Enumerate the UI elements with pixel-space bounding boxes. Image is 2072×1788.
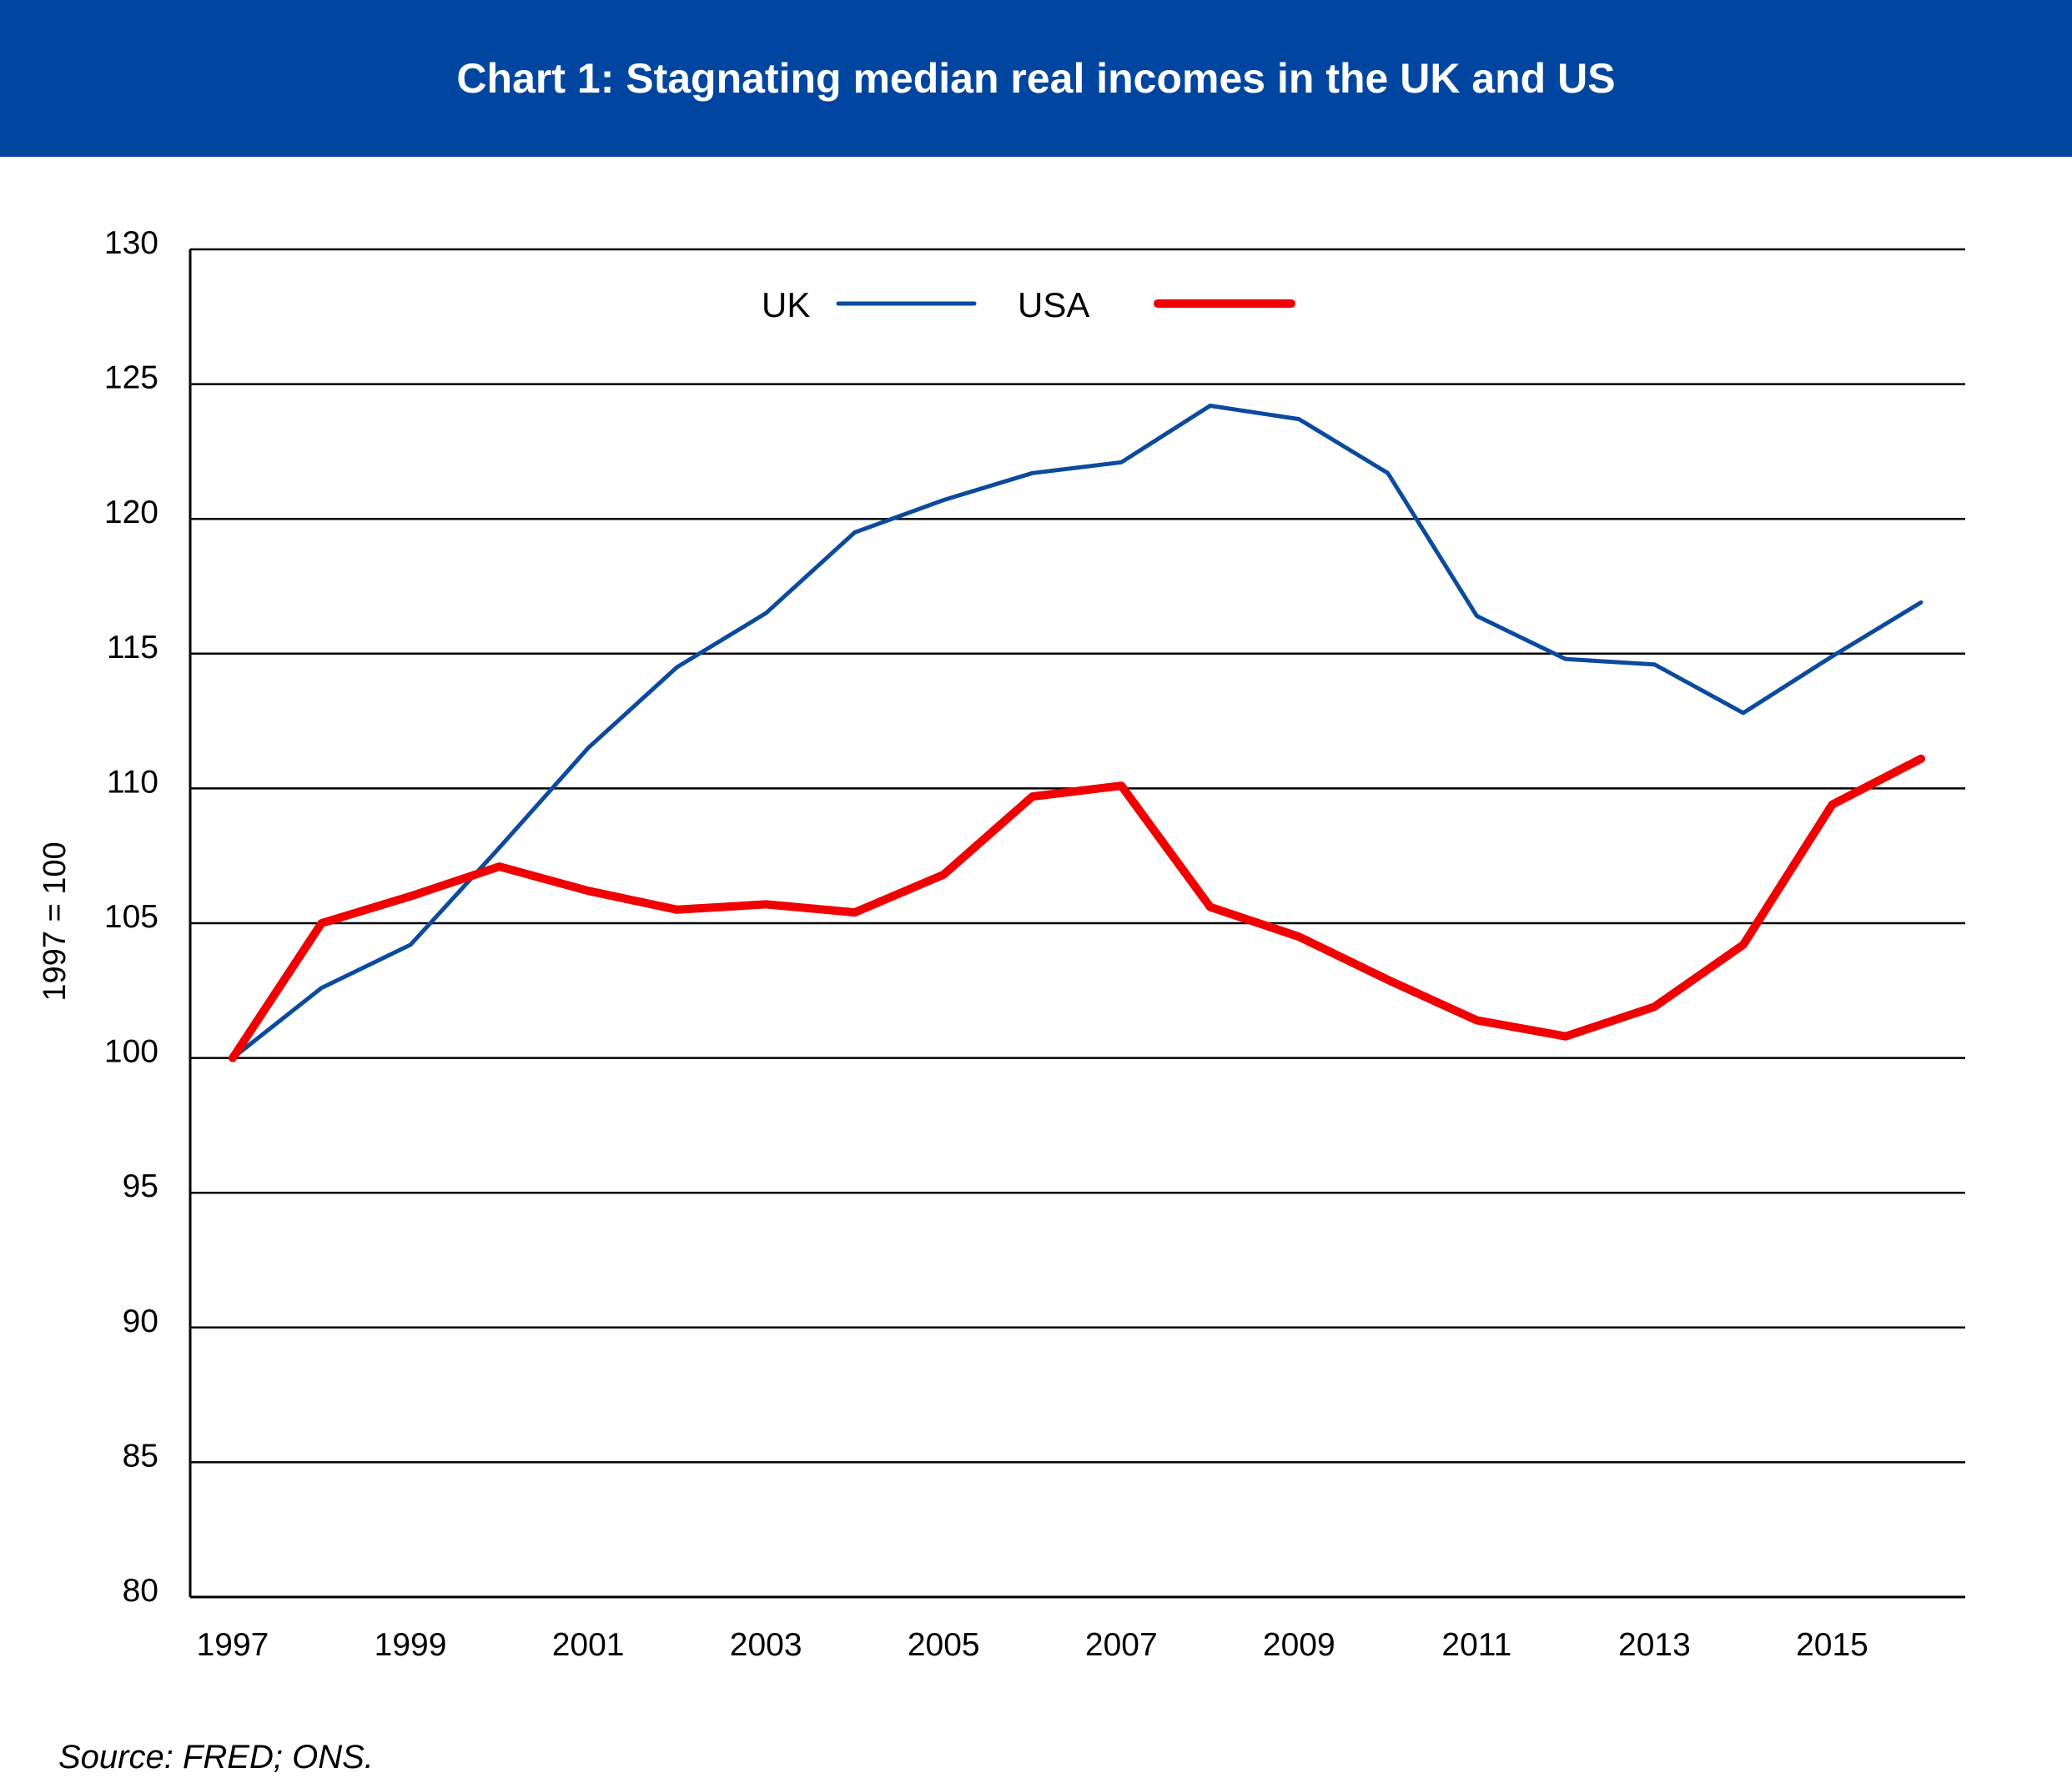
y-tick-label: 125 — [104, 360, 158, 396]
x-tick-label: 2009 — [1263, 1627, 1335, 1663]
legend-label-usa: USA — [1018, 285, 1089, 324]
x-tick-label: 2003 — [730, 1627, 802, 1663]
y-tick-label: 105 — [104, 899, 158, 935]
source-note: Source: FRED; ONS. — [58, 1739, 374, 1775]
y-tick-labels: 130 125 120 115 110 105 100 95 90 85 80 — [104, 225, 158, 1609]
x-tick-label: 2015 — [1796, 1627, 1868, 1663]
y-tick-label: 95 — [123, 1168, 158, 1204]
legend-label-uk: UK — [762, 285, 810, 324]
x-tick-label: 1999 — [375, 1627, 447, 1663]
y-tick-label: 115 — [107, 630, 158, 665]
x-tick-label: 2005 — [908, 1627, 980, 1663]
legend: UK USA — [762, 285, 1295, 324]
gridlines — [190, 248, 1965, 1464]
y-tick-label: 80 — [123, 1573, 158, 1609]
chart-header: Chart 1: Stagnating median real incomes … — [0, 0, 2072, 157]
axes — [189, 249, 1965, 1599]
y-tick-label: 100 — [104, 1034, 158, 1070]
x-tick-labels: 1997 1999 2001 2003 2005 2007 2009 2011 2013 2015 — [197, 1627, 1868, 1663]
y-tick-label: 120 — [104, 495, 158, 530]
x-tick-label: 2001 — [552, 1627, 625, 1663]
series-line-usa — [229, 754, 1925, 1062]
x-tick-label: 2013 — [1618, 1627, 1691, 1663]
series-line-uk — [230, 404, 1924, 1061]
x-tick-label: 2011 — [1441, 1627, 1511, 1663]
y-tick-label: 85 — [123, 1438, 158, 1474]
y-tick-label: 90 — [123, 1303, 158, 1339]
series-lines — [229, 404, 1925, 1062]
y-axis-label: 1997 = 100 — [38, 841, 73, 1001]
x-tick-label: 1997 — [197, 1627, 269, 1663]
x-tick-label: 2007 — [1085, 1627, 1158, 1663]
chart-title: Chart 1: Stagnating median real incomes … — [456, 55, 1616, 102]
y-tick-label: 130 — [104, 225, 158, 261]
y-tick-label: 110 — [107, 764, 158, 800]
